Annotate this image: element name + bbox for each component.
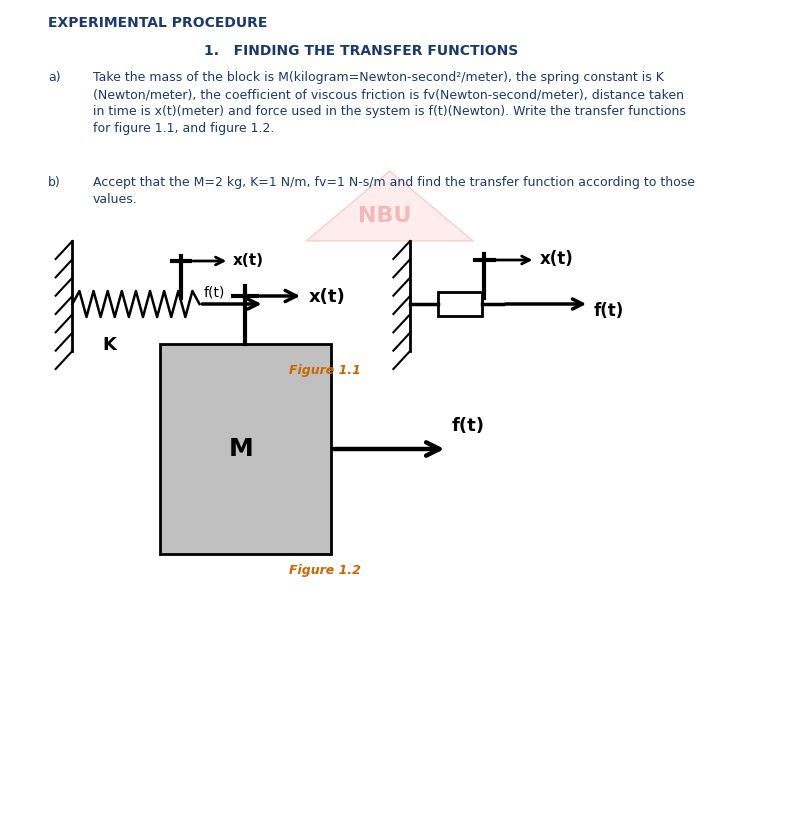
Text: Accept that the M=2 kg, K=1 N/m, fv=1 N-s/m and find the transfer function accor: Accept that the M=2 kg, K=1 N/m, fv=1 N-… (93, 176, 695, 206)
Text: f(t): f(t) (204, 286, 225, 300)
Text: Figure 1.2: Figure 1.2 (289, 564, 361, 577)
Text: M: M (229, 437, 253, 461)
Text: 1.   FINDING THE TRANSFER FUNCTIONS: 1. FINDING THE TRANSFER FUNCTIONS (204, 44, 518, 58)
Text: EXPERIMENTAL PROCEDURE: EXPERIMENTAL PROCEDURE (48, 16, 268, 30)
Text: K: K (102, 336, 116, 354)
Text: Take the mass of the block is M(kilogram=Newton-second²/meter), the spring const: Take the mass of the block is M(kilogram… (93, 71, 686, 135)
Bar (160, 344, 331, 554)
Text: b): b) (48, 176, 61, 189)
Text: f(t): f(t) (593, 302, 624, 320)
Text: x(t): x(t) (540, 250, 573, 268)
Text: f(t): f(t) (452, 417, 485, 435)
Text: x(t): x(t) (309, 288, 345, 306)
Text: a): a) (48, 71, 61, 84)
Bar (438, 292, 483, 316)
Polygon shape (306, 171, 473, 241)
Text: Figure 1.1: Figure 1.1 (289, 364, 361, 377)
Text: x(t): x(t) (233, 253, 264, 268)
Text: NBU: NBU (358, 206, 411, 226)
